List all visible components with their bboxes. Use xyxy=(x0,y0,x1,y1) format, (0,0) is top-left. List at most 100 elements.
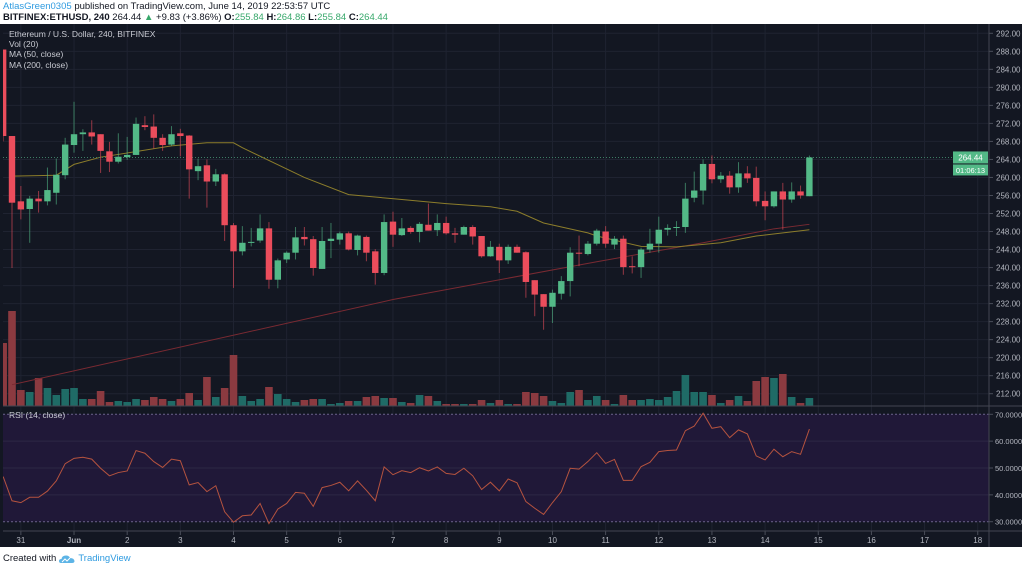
candle[interactable] xyxy=(717,172,724,183)
candle[interactable] xyxy=(558,276,565,300)
candle[interactable] xyxy=(256,214,264,243)
legend-ma50[interactable]: MA (50, close) xyxy=(9,49,64,60)
candle[interactable] xyxy=(221,173,228,241)
candle[interactable] xyxy=(230,222,237,288)
author-link[interactable]: AtlasGreen0305 xyxy=(3,1,72,12)
candle[interactable] xyxy=(646,228,654,253)
candle[interactable] xyxy=(345,231,352,251)
candle[interactable] xyxy=(310,236,317,276)
tradingview-link[interactable]: TradingView xyxy=(78,553,131,564)
candle[interactable] xyxy=(620,235,627,275)
candle[interactable] xyxy=(708,155,716,184)
candle[interactable] xyxy=(664,224,671,236)
candle[interactable] xyxy=(8,136,16,269)
candle[interactable] xyxy=(35,190,42,213)
candle[interactable] xyxy=(602,226,609,248)
legend-ma200[interactable]: MA (200, close) xyxy=(9,59,69,70)
candle[interactable] xyxy=(398,218,406,237)
candle[interactable] xyxy=(97,134,104,173)
candle[interactable] xyxy=(478,236,485,258)
candle[interactable] xyxy=(637,247,645,278)
candle[interactable] xyxy=(141,116,149,131)
candle[interactable] xyxy=(115,133,122,164)
candle[interactable] xyxy=(372,249,379,285)
candle[interactable] xyxy=(416,222,423,243)
candle[interactable] xyxy=(301,227,308,246)
candle[interactable] xyxy=(363,235,370,262)
candle[interactable] xyxy=(699,159,707,205)
candle[interactable] xyxy=(389,211,397,247)
candle[interactable] xyxy=(504,244,512,264)
candle[interactable] xyxy=(203,159,211,208)
candle[interactable] xyxy=(318,227,326,269)
candle[interactable] xyxy=(132,117,140,155)
candle[interactable] xyxy=(540,294,547,330)
candle[interactable] xyxy=(239,226,246,256)
candle[interactable] xyxy=(673,221,680,237)
tradingview-cloud-icon[interactable] xyxy=(59,554,75,564)
candle[interactable] xyxy=(487,240,494,257)
candle[interactable] xyxy=(797,185,804,199)
candle[interactable] xyxy=(806,155,813,197)
candle[interactable] xyxy=(682,182,689,233)
candle[interactable] xyxy=(753,166,760,207)
candle[interactable] xyxy=(159,134,166,151)
candle[interactable] xyxy=(735,162,742,193)
legend-rsi[interactable]: RSI (14, close) xyxy=(9,410,66,420)
candle[interactable] xyxy=(469,225,476,245)
candle[interactable] xyxy=(425,203,432,231)
candle[interactable] xyxy=(744,166,751,183)
candle[interactable] xyxy=(0,49,7,142)
candle[interactable] xyxy=(88,120,95,145)
candle[interactable] xyxy=(451,227,459,243)
candle[interactable] xyxy=(17,186,25,220)
candle[interactable] xyxy=(593,228,600,246)
candle[interactable] xyxy=(566,247,574,297)
candle[interactable] xyxy=(575,235,583,267)
candle[interactable] xyxy=(761,191,769,221)
candle[interactable] xyxy=(442,216,450,235)
candle[interactable] xyxy=(354,234,361,256)
candle[interactable] xyxy=(629,256,636,274)
candle[interactable] xyxy=(274,258,281,289)
candle[interactable] xyxy=(212,168,219,187)
candle[interactable] xyxy=(292,227,299,260)
candle[interactable] xyxy=(726,171,733,194)
candle[interactable] xyxy=(70,101,78,153)
candle[interactable] xyxy=(123,136,131,160)
candle[interactable] xyxy=(380,214,388,276)
candle[interactable] xyxy=(336,231,344,245)
candle[interactable] xyxy=(61,137,69,180)
candle[interactable] xyxy=(434,214,441,237)
candle[interactable] xyxy=(779,182,787,230)
candle[interactable] xyxy=(531,280,538,317)
candle[interactable] xyxy=(655,216,662,253)
candle[interactable] xyxy=(584,240,592,256)
candle[interactable] xyxy=(770,191,778,208)
candle[interactable] xyxy=(460,225,468,235)
candle[interactable] xyxy=(186,135,193,199)
candle[interactable] xyxy=(194,158,202,181)
legend-volume[interactable]: Vol (20) xyxy=(9,39,39,50)
candle[interactable] xyxy=(150,114,157,149)
candle[interactable] xyxy=(177,128,184,157)
candle[interactable] xyxy=(44,167,51,206)
candle[interactable] xyxy=(691,171,698,203)
candle[interactable] xyxy=(79,129,87,151)
candle[interactable] xyxy=(513,244,521,253)
candle[interactable] xyxy=(106,141,113,173)
candle[interactable] xyxy=(283,251,290,264)
candle[interactable] xyxy=(788,182,795,203)
candle[interactable] xyxy=(53,158,60,205)
candle[interactable] xyxy=(26,195,33,243)
candle[interactable] xyxy=(265,222,273,289)
candle[interactable] xyxy=(611,236,618,250)
candle[interactable] xyxy=(496,243,503,273)
candle[interactable] xyxy=(248,227,255,247)
candle[interactable] xyxy=(168,126,175,146)
candle[interactable] xyxy=(522,251,530,298)
candle[interactable] xyxy=(407,226,414,234)
candle[interactable] xyxy=(327,222,335,259)
candle[interactable] xyxy=(549,289,556,323)
